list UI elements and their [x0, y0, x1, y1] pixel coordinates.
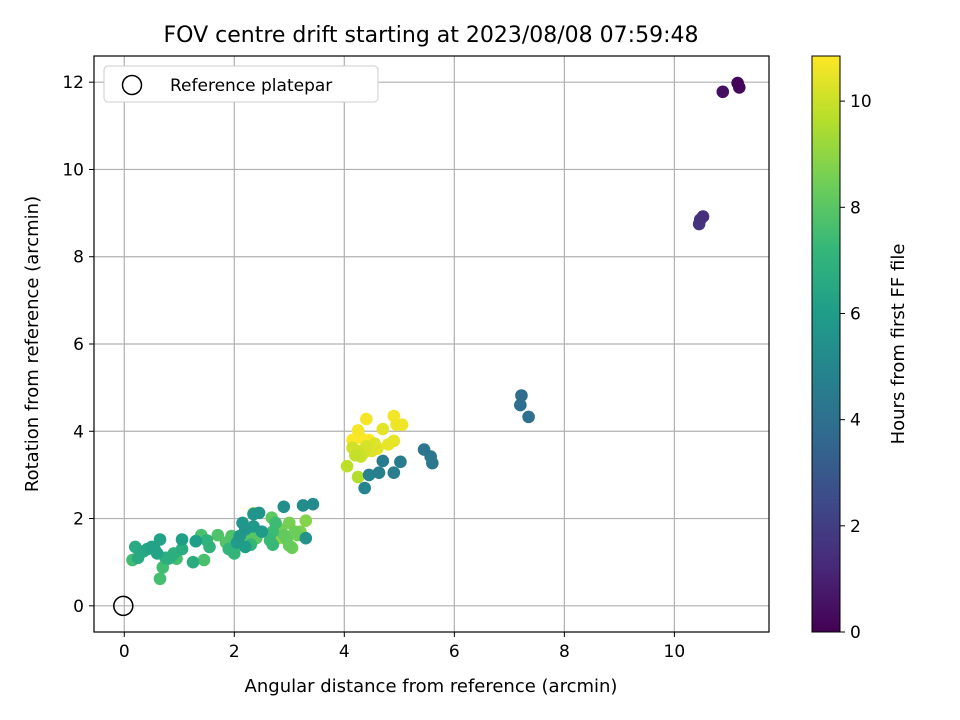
colorbar-tick-label: 10 — [850, 92, 872, 112]
colorbar-fill — [811, 55, 841, 633]
y-tick-label: 10 — [62, 160, 84, 180]
data-point — [186, 555, 200, 569]
data-point — [299, 514, 313, 528]
y-tick-label: 6 — [73, 335, 84, 355]
data-point — [522, 410, 535, 424]
data-point — [288, 525, 302, 538]
legend-box — [103, 65, 379, 103]
x-tick-label: 2 — [229, 642, 240, 662]
legend-label: Reference platepar — [170, 76, 332, 96]
data-point — [387, 466, 401, 480]
colorbar-tick-label: 8 — [850, 198, 861, 218]
data-point — [189, 534, 203, 548]
colorbar-ticks: 0 2 4 6 8 10 — [840, 92, 872, 643]
data-point — [175, 542, 189, 556]
data-point — [164, 550, 178, 564]
data-points — [126, 76, 746, 586]
data-point — [387, 434, 401, 448]
data-point — [417, 443, 431, 456]
y-tick-label: 8 — [73, 248, 84, 268]
grid-lines — [94, 56, 769, 632]
data-point — [153, 533, 167, 546]
x-axis: 0 2 4 6 8 10 — [119, 632, 685, 662]
data-point — [351, 470, 365, 484]
data-point — [148, 542, 161, 556]
data-point — [696, 210, 710, 223]
data-point — [349, 448, 362, 462]
data-point — [263, 534, 277, 547]
x-tick-label: 4 — [339, 642, 350, 662]
data-point — [277, 528, 291, 542]
data-point — [360, 412, 373, 426]
colorbar-label: Hours from first FF file — [888, 244, 909, 445]
data-point — [358, 481, 371, 495]
data-point — [175, 533, 189, 546]
colorbar: 0 2 4 6 8 10 Hours from first FF file — [811, 55, 909, 643]
data-point — [362, 468, 376, 482]
x-tick-label: 6 — [449, 642, 460, 662]
y-tick-label: 12 — [62, 73, 84, 93]
data-point — [351, 424, 365, 437]
y-axis: 0 2 4 6 8 10 12 — [62, 73, 94, 617]
data-point — [296, 499, 310, 512]
x-axis-label: Angular distance from reference (arcmin) — [245, 676, 618, 697]
colorbar-tick-label: 6 — [850, 304, 861, 324]
x-tick-label: 10 — [664, 642, 686, 662]
data-point — [515, 389, 528, 402]
y-tick-label: 2 — [73, 510, 84, 530]
data-point — [306, 497, 320, 511]
data-point — [394, 455, 407, 469]
x-tick-label: 8 — [559, 642, 570, 662]
data-point — [299, 531, 313, 545]
reference-marker — [113, 595, 134, 617]
data-point — [426, 456, 439, 470]
data-point — [282, 539, 296, 552]
data-point — [716, 85, 730, 99]
data-point — [238, 523, 252, 536]
chart-title: FOV centre drift starting at 2023/08/08 … — [164, 23, 699, 48]
legend: Reference platepar — [103, 65, 379, 103]
data-point — [376, 454, 390, 468]
data-point — [197, 553, 211, 567]
legend-marker-icon — [121, 74, 143, 96]
colorbar-tick-label: 2 — [850, 517, 861, 537]
data-point — [247, 507, 260, 521]
y-tick-label: 0 — [73, 597, 84, 617]
data-point — [514, 398, 527, 412]
data-point — [731, 76, 744, 90]
data-point — [395, 418, 409, 432]
data-point — [372, 466, 386, 480]
data-point — [376, 422, 390, 436]
colorbar-tick-label: 4 — [850, 411, 861, 431]
y-axis-label: Rotation from reference (arcmin) — [22, 196, 43, 492]
data-point — [211, 528, 225, 542]
y-tick-label: 4 — [73, 422, 84, 442]
data-point — [277, 500, 291, 514]
colorbar-tick-label: 0 — [850, 623, 861, 643]
data-point — [153, 572, 167, 586]
x-tick-label: 0 — [119, 642, 130, 662]
data-point — [340, 459, 354, 473]
data-point — [203, 540, 216, 554]
